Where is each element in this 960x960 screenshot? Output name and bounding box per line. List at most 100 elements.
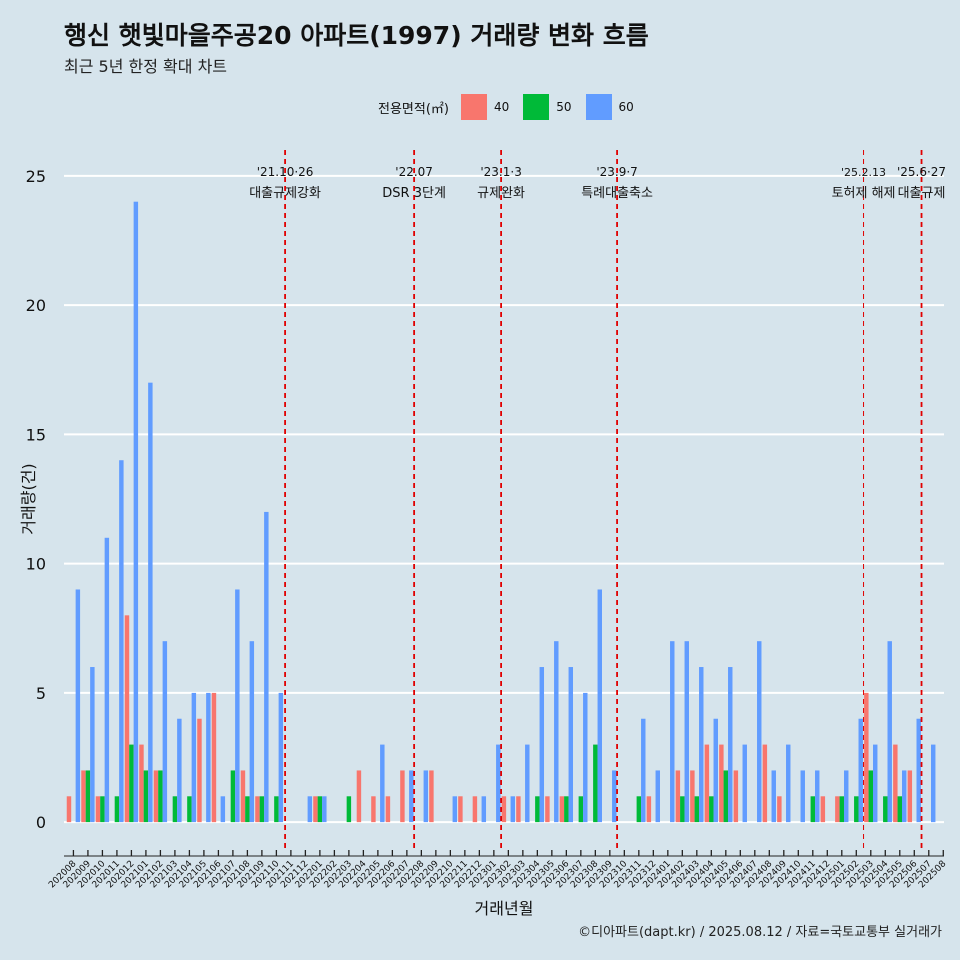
bar-40-202408 <box>762 744 768 823</box>
event-label: 대출규제 <box>898 186 946 201</box>
bar-40-202008 <box>66 796 72 823</box>
y-tick-label: 25 <box>26 167 46 186</box>
bar-60-202506 <box>916 718 921 823</box>
bar-60-202307 <box>583 692 588 823</box>
bar-50-202103 <box>172 796 178 823</box>
legend-label-60: 60 <box>618 100 634 114</box>
bar-50-202010 <box>100 796 105 823</box>
chart-subtitle: 최근 5년 한정 확대 차트 <box>64 57 228 76</box>
bar-60-202109 <box>264 511 269 823</box>
bar-60-202101 <box>148 382 153 823</box>
bar-40-202012 <box>124 615 130 823</box>
bar-40-202212 <box>472 796 478 823</box>
y-axis-title: 거래량(건) <box>19 463 38 534</box>
bar-60-202106 <box>220 796 226 823</box>
event-date: '25.2.13 <box>841 166 886 179</box>
bar-50-202307 <box>578 796 584 823</box>
bar-60-202402 <box>684 641 689 823</box>
y-tick-label: 0 <box>36 813 46 832</box>
bar-60-202105 <box>206 692 211 823</box>
legend-label-40: 40 <box>493 100 510 114</box>
bar-60-202303 <box>525 744 530 823</box>
y-tick-label: 20 <box>26 296 46 315</box>
bar-40-202209 <box>429 770 434 823</box>
bar-40-202312 <box>646 796 652 823</box>
bar-50-202311 <box>636 796 642 823</box>
y-tick-label: 10 <box>26 555 46 574</box>
bar-40-202409 <box>777 796 782 823</box>
event-label: 특례대출축소 <box>581 186 653 201</box>
bar-40-202205 <box>371 796 376 823</box>
bar-40-202101 <box>139 744 144 823</box>
legend-swatch-50 <box>523 94 550 120</box>
bar-40-202405 <box>719 744 724 823</box>
bar-60-202507 <box>931 744 936 823</box>
bar-50-202304 <box>535 796 540 823</box>
x-axis-title: 거래년월 <box>475 899 534 918</box>
bar-50-202308 <box>593 744 598 823</box>
bar-40-202505 <box>893 744 898 823</box>
bar-60-202103 <box>177 718 182 823</box>
bar-60-202208 <box>423 770 429 823</box>
bar-40-202206 <box>385 796 391 823</box>
bar-50-202012 <box>129 744 134 823</box>
y-tick-label: 5 <box>36 684 46 703</box>
bar-50-202306 <box>564 796 569 823</box>
legend-swatch-60 <box>585 94 612 120</box>
legend-title: 전용면적(㎡) <box>378 101 449 117</box>
bar-50-202102 <box>158 770 163 823</box>
bar-60-202201 <box>322 796 327 823</box>
bar-50-202203 <box>346 796 352 823</box>
event-date: '25.6·27 <box>897 165 946 179</box>
bar-40-202306 <box>559 796 565 823</box>
bar-40-202402 <box>675 770 681 823</box>
bar-60-202205 <box>380 744 385 823</box>
bar-60-202404 <box>713 718 718 823</box>
bar-60-202502 <box>858 718 863 823</box>
bar-60-202401 <box>670 641 675 823</box>
bar-40-202501 <box>835 796 840 823</box>
bar-60-202311 <box>641 718 646 823</box>
bar-60-202112 <box>307 796 313 823</box>
bar-60-202304 <box>539 667 545 823</box>
bar-60-202008 <box>75 589 81 823</box>
bar-60-202011 <box>119 460 124 823</box>
legend-item-60: 60 <box>585 94 634 120</box>
bar-50-202402 <box>680 796 685 823</box>
bar-60-202108 <box>249 641 255 823</box>
bar-60-202407 <box>757 641 762 823</box>
bar-60-202012 <box>133 201 139 823</box>
bar-40-202406 <box>733 770 739 823</box>
bar-60-202212 <box>481 796 487 823</box>
bar-60-202410 <box>800 770 805 823</box>
bar-40-202403 <box>690 770 695 823</box>
bar-40-202302 <box>501 796 507 823</box>
bar-50-202502 <box>854 796 859 823</box>
bar-60-202409 <box>786 744 791 823</box>
chart-title: 행신 햇빛마을주공20 아파트(1997) 거래량 변화 흐름 <box>64 21 649 50</box>
bar-40-202201 <box>313 796 318 823</box>
bar-40-202204 <box>356 770 362 823</box>
bar-40-202106 <box>211 692 217 823</box>
bar-50-202104 <box>187 796 192 823</box>
event-label: DSR 3단계 <box>382 186 446 201</box>
bar-40-202404 <box>704 744 710 823</box>
bar-40-202506 <box>907 770 913 823</box>
bar-60-202110 <box>278 692 284 823</box>
bar-60-202009 <box>90 667 95 823</box>
bar-40-202009 <box>81 770 86 823</box>
bar-40-202503 <box>864 692 869 823</box>
bar-60-202010 <box>104 537 110 823</box>
legend-swatch-40 <box>460 94 487 120</box>
bar-40-202305 <box>545 796 550 823</box>
legend-item-40: 40 <box>460 94 510 120</box>
bar-60-202405 <box>728 667 733 823</box>
bar-60-202301 <box>496 744 501 823</box>
bar-40-202102 <box>153 770 159 823</box>
bar-50-202009 <box>85 770 91 823</box>
bar-60-202411 <box>815 770 820 823</box>
event-label: 대출규제강화 <box>249 186 321 201</box>
bar-50-202201 <box>317 796 323 823</box>
bar-50-202107 <box>230 770 236 823</box>
